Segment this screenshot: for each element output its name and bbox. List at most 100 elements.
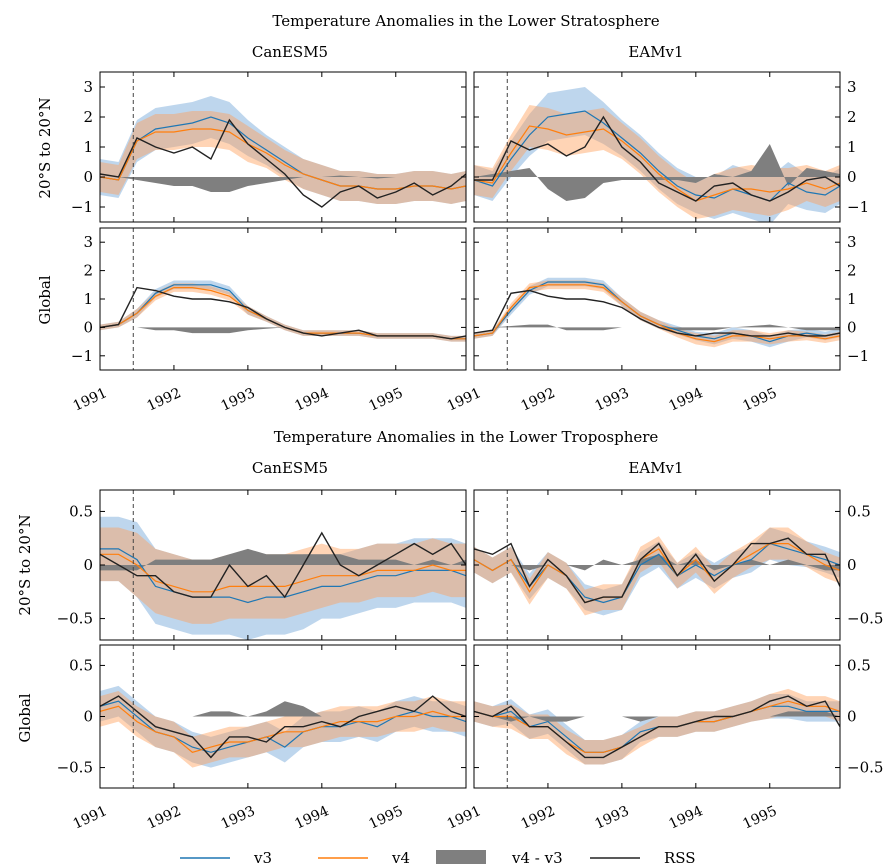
y-tick-label: −0.5 — [57, 610, 93, 628]
y-tick-label: 0 — [83, 708, 93, 726]
plot-area — [474, 490, 840, 640]
y-tick-label: 3 — [847, 78, 857, 96]
y-tick-label: 2 — [847, 262, 857, 280]
diff-area — [100, 701, 466, 717]
y-tick-label: 3 — [83, 233, 93, 251]
legend: v3 v4 v4 - v3 RSS — [180, 849, 696, 867]
series-line-v4 — [100, 553, 466, 593]
x-tick-label: 1992 — [145, 385, 184, 415]
x-tick-label: 1993 — [593, 385, 632, 415]
y-tick-label: 1 — [847, 290, 857, 308]
y-tick-label: 0.5 — [69, 502, 93, 520]
series-line-RSS — [474, 115, 840, 202]
series-line-v4 — [474, 125, 840, 202]
x-tick-label: 1994 — [666, 385, 705, 415]
y-tick-label: 0.5 — [69, 656, 93, 674]
series-line-v4 — [474, 284, 840, 343]
legend-rss-label: RSS — [664, 849, 696, 867]
y-tick-label: 2 — [83, 108, 93, 126]
diff-area — [100, 327, 466, 334]
y-tick-label: 1 — [847, 138, 857, 156]
x-tick-label: 1991 — [71, 385, 110, 415]
band-v3 — [474, 527, 840, 616]
diff-area — [474, 324, 840, 331]
diff-area — [100, 175, 466, 192]
plot-area — [100, 72, 466, 222]
diff-area — [100, 548, 466, 571]
panel-2: −1 0 1 2 3 1991 1992 1993 1994 1995 — [71, 227, 467, 415]
panel-1: −1 0 1 2 3 — [473, 71, 869, 223]
y-tick-label: −1 — [847, 347, 869, 365]
x-tick-label: 1993 — [219, 385, 258, 415]
x-tick-label: 1994 — [292, 803, 331, 833]
band-v4 — [474, 280, 840, 348]
band-v3 — [100, 280, 466, 342]
series-line-v4 — [100, 128, 466, 190]
x-tick-label: 1992 — [145, 803, 184, 833]
panel-7: −0.5 0 0.5 1991 1992 1993 1994 1995 — [445, 644, 883, 833]
series-line-RSS — [474, 537, 840, 604]
series-line-RSS — [100, 695, 466, 759]
series-line-RSS — [100, 118, 466, 208]
legend-diff-label: v4 - v3 — [511, 849, 563, 867]
y-tick-label: 3 — [847, 233, 857, 251]
y-tick-label: −1 — [71, 347, 93, 365]
y-tick-label: 1 — [83, 290, 93, 308]
y-tick-label: −0.5 — [847, 610, 883, 628]
band-v4 — [474, 527, 840, 616]
band-v3 — [100, 516, 466, 640]
plot-area — [474, 228, 840, 370]
legend-diff-swatch — [436, 850, 486, 864]
x-tick-label: 1994 — [292, 385, 331, 415]
x-tick-label: 1994 — [666, 803, 705, 833]
y-tick-label: 1 — [83, 138, 93, 156]
x-tick-label: 1992 — [519, 803, 558, 833]
diff-area — [474, 554, 840, 571]
legend-v4-label: v4 — [391, 849, 410, 867]
strat-col-title-eamv1: EAMv1 — [628, 43, 683, 61]
y-tick-label: 0 — [83, 556, 93, 574]
series-line-RSS — [100, 286, 466, 340]
plot-area — [100, 228, 466, 370]
trop-col-title-canesm5: CanESM5 — [252, 459, 328, 477]
y-tick-label: 0 — [83, 168, 93, 186]
series-line-v4 — [474, 542, 840, 604]
trop-row-label-tropics: 20°S to 20°N — [16, 514, 34, 615]
x-tick-label: 1991 — [71, 803, 110, 833]
panel-4: −0.5 0 0.5 — [57, 489, 467, 641]
x-tick-label: 1995 — [366, 385, 405, 415]
band-v3 — [474, 277, 840, 348]
y-tick-label: 0 — [847, 556, 857, 574]
series-line-v3 — [474, 542, 840, 604]
y-tick-label: 3 — [83, 78, 93, 96]
band-v3 — [474, 87, 840, 222]
y-tick-label: 2 — [847, 108, 857, 126]
y-tick-label: 2 — [83, 262, 93, 280]
series-line-RSS — [100, 531, 466, 599]
strat-title: Temperature Anomalies in the Lower Strat… — [272, 12, 659, 30]
trop-col-title-eamv1: EAMv1 — [628, 459, 683, 477]
trop-title: Temperature Anomalies in the Lower Tropo… — [274, 428, 659, 446]
strat-row-label-global: Global — [36, 275, 54, 324]
x-tick-label: 1993 — [593, 803, 632, 833]
plot-area — [100, 490, 466, 640]
x-tick-label: 1993 — [219, 803, 258, 833]
x-tick-label: 1991 — [445, 803, 484, 833]
trop-row-label-global: Global — [16, 693, 34, 742]
panel-6: −0.5 0 0.5 1991 1992 1993 1994 1995 — [57, 644, 467, 833]
series-line-RSS — [474, 695, 840, 759]
y-tick-label: 0 — [847, 318, 857, 336]
y-tick-label: 0.5 — [847, 502, 871, 520]
y-tick-label: −0.5 — [57, 759, 93, 777]
legend-v3-label: v3 — [253, 849, 272, 867]
strat-row-label-tropics: 20°S to 20°N — [36, 97, 54, 198]
x-tick-label: 1995 — [740, 803, 779, 833]
y-tick-label: −0.5 — [847, 759, 883, 777]
panel-3: −1 0 1 2 3 1991 1992 1993 1994 1995 — [445, 227, 869, 415]
x-tick-label: 1991 — [445, 385, 484, 415]
diff-area — [474, 711, 840, 722]
band-v4 — [100, 527, 466, 624]
y-tick-label: 0 — [83, 318, 93, 336]
y-tick-label: 0 — [847, 168, 857, 186]
